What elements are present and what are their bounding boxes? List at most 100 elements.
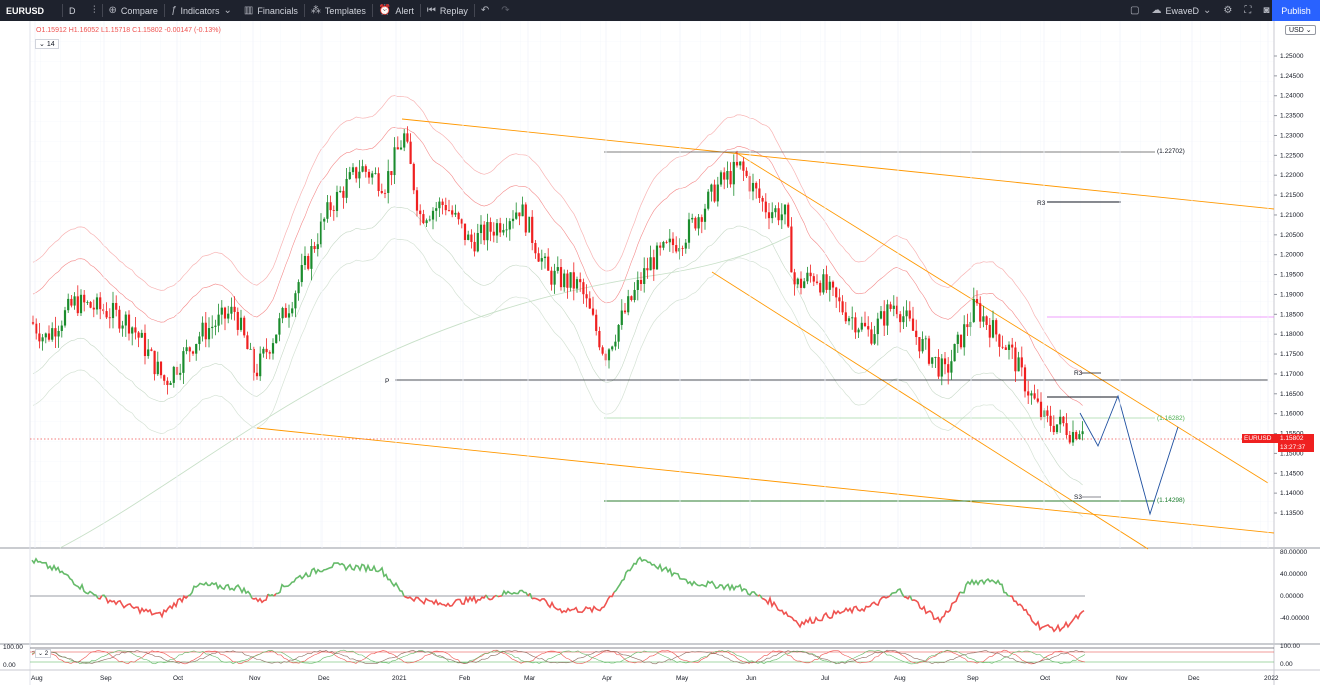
candle-body: [1081, 431, 1084, 435]
candle-body: [943, 358, 947, 365]
candle-body: [937, 357, 940, 377]
candle-body: [950, 361, 953, 373]
level-low-label: (1.14298): [1157, 497, 1185, 504]
candle-body: [633, 289, 636, 301]
candle-body: [988, 324, 991, 338]
candle-body: [163, 375, 166, 381]
candle-body: [569, 272, 572, 288]
candle-body: [262, 348, 265, 354]
candle-body: [137, 332, 140, 338]
candle-body: [390, 171, 393, 176]
indicators-label: Indicators: [180, 5, 220, 16]
candle-body: [803, 281, 806, 288]
currency-selector[interactable]: USD ⌄: [1285, 25, 1316, 35]
candle-body: [463, 223, 467, 240]
candle-body: [60, 325, 63, 331]
publish-button[interactable]: Publish: [1272, 0, 1320, 21]
candle-body: [47, 333, 51, 340]
interval-button[interactable]: D: [63, 0, 87, 21]
candle-body: [300, 265, 303, 283]
candle-body: [172, 366, 175, 383]
pane3-left-tick-label: 100.00: [3, 644, 23, 651]
candle-body: [207, 328, 211, 340]
candle-body: [403, 133, 406, 148]
candle-body: [153, 350, 156, 375]
settings-button[interactable]: ⚙: [1217, 0, 1238, 21]
candle-body: [531, 216, 534, 243]
templates-button[interactable]: ⁂ Templates: [305, 0, 372, 21]
time-tick-label: Jul: [821, 675, 830, 682]
candle-body: [342, 190, 345, 198]
undo-button[interactable]: ↶: [475, 0, 495, 21]
candle-body: [918, 337, 921, 352]
candle-body: [905, 310, 908, 317]
replay-button[interactable]: ⏮ Replay: [421, 0, 474, 21]
last-price-tag: EURUSD: [1242, 434, 1280, 443]
candle-body: [1023, 367, 1027, 392]
candle-body: [655, 245, 659, 270]
candle-body: [799, 278, 803, 288]
symbol-search[interactable]: EURUSD: [0, 0, 62, 21]
candle-body: [1027, 391, 1030, 396]
price-tick-label: 1.22500: [1280, 152, 1304, 159]
candle-body: [959, 334, 963, 348]
fullscreen-button[interactable]: ⛶: [1238, 0, 1257, 21]
redo-button[interactable]: ↷: [495, 0, 515, 21]
candle-body: [460, 219, 463, 224]
financials-button[interactable]: ▥ Financials: [238, 0, 304, 21]
candle-body: [211, 326, 214, 329]
compare-button[interactable]: ⊕ Compare: [103, 0, 164, 21]
price-tick-label: 1.18500: [1280, 311, 1304, 318]
candle-body: [995, 320, 998, 335]
user-layout-button[interactable]: ☁ EwaveD ⌄: [1145, 0, 1217, 21]
candle-body: [105, 311, 108, 318]
candle-body: [639, 280, 643, 284]
candle-body: [1036, 398, 1039, 402]
undo-icon: ↶: [480, 5, 490, 16]
price-tick-label: 1.21500: [1280, 192, 1304, 199]
financials-label: Financials: [257, 5, 298, 16]
lower-band-inner: [32, 206, 1083, 486]
chart-type-button[interactable]: ⫶: [87, 0, 102, 21]
candle-body: [185, 347, 188, 352]
candle-body: [707, 191, 710, 209]
pane3-legend[interactable]: ⌄ 2: [35, 649, 52, 658]
toolbar-divider: [303, 4, 305, 17]
candle-body: [393, 147, 396, 176]
candle-body: [486, 222, 489, 241]
osc-line-down: [97, 595, 103, 600]
indicators-button[interactable]: ƒ Indicators ⌄: [165, 0, 238, 21]
time-tick-label: Sep: [100, 675, 112, 682]
chevron-down-icon: ⌄: [223, 5, 232, 16]
alert-button[interactable]: ⏰ Alert: [373, 0, 420, 21]
candle-body: [364, 166, 367, 172]
candle-body: [671, 238, 675, 246]
candle-body: [819, 282, 822, 293]
candle-body: [412, 163, 415, 191]
candle-body: [921, 338, 924, 352]
candle-body: [428, 219, 431, 221]
candle-body: [358, 171, 361, 179]
layout-button[interactable]: ▢: [1124, 0, 1145, 21]
gear-icon: ⚙: [1223, 5, 1233, 16]
osc-line-up: [187, 581, 253, 599]
compare-label: Compare: [120, 5, 158, 16]
candle-body: [233, 306, 236, 312]
candle-body: [252, 348, 255, 373]
candle-body: [755, 182, 758, 189]
study-legend[interactable]: ⌄ 14: [35, 39, 59, 49]
indicator-layer: [30, 95, 1274, 665]
candle-body: [143, 332, 147, 357]
candle-body: [31, 322, 35, 324]
candle-body: [623, 310, 627, 313]
candle-body: [1007, 344, 1011, 350]
snapshot-button[interactable]: ◙: [1257, 0, 1275, 21]
candle-body: [457, 212, 460, 220]
function-icon: ƒ: [170, 5, 177, 16]
candle-body: [886, 304, 889, 326]
candle-body: [575, 279, 579, 289]
candle-body: [687, 219, 691, 243]
candle-body: [127, 314, 131, 334]
price-chart[interactable]: 1.25000 1.24500 1.24000 1.23500 1.23000 1.225…: [0, 21, 1320, 685]
candle-body: [223, 307, 227, 319]
